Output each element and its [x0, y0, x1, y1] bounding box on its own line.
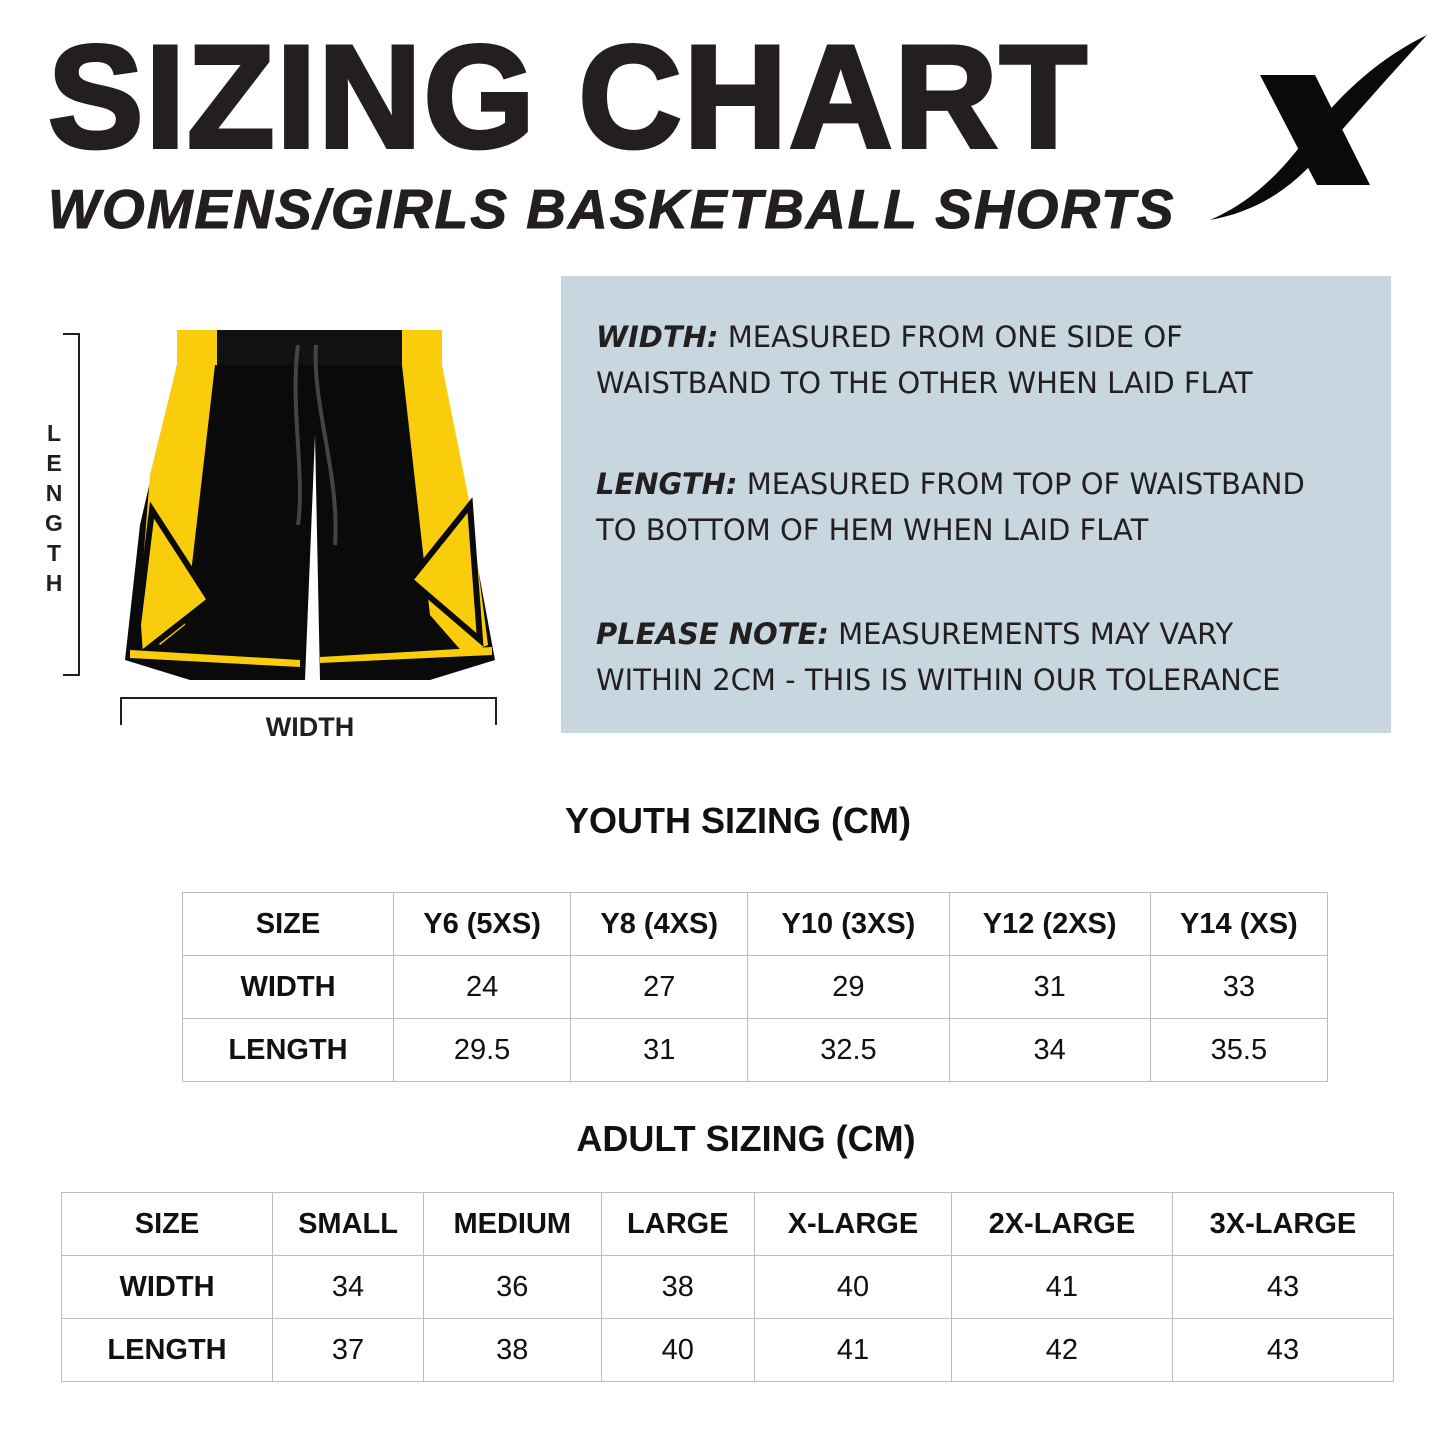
measurement-notes-panel: WIDTH: MEASURED FROM ONE SIDE OF WAISTBAN…: [561, 276, 1391, 733]
length-letter: H: [45, 570, 63, 596]
note-line: PLEASE NOTE: MEASUREMENTS MAY VARY: [596, 611, 1233, 657]
note-label: WIDTH:: [596, 320, 719, 354]
table-cell: 33: [1149, 955, 1329, 1019]
table-cell: 29: [747, 955, 950, 1019]
note-label: LENGTH:: [596, 467, 738, 501]
row-header: WIDTH: [182, 955, 394, 1019]
table-cell: 41: [950, 1255, 1173, 1319]
column-header: 3X-LARGE: [1171, 1192, 1395, 1256]
table-cell: 35.5: [1149, 1018, 1329, 1082]
length-letter: G: [45, 510, 63, 536]
width-bracket: [120, 697, 497, 725]
note-text: WITHIN 2CM - THIS IS WITHIN OUR TOLERANC…: [596, 663, 1281, 697]
table-cell: 42: [950, 1318, 1173, 1382]
table-row: SIZE SMALL MEDIUM LARGE X-LARGE 2X-LARGE 3X-LA…: [61, 1192, 1395, 1256]
column-header: Y10 (3XS): [747, 892, 950, 956]
table-cell: 43: [1171, 1318, 1395, 1382]
column-header: Y6 (5XS): [392, 892, 572, 956]
note-line: LENGTH: MEASURED FROM TOP OF WAISTBAND: [596, 461, 1305, 507]
column-header: Y14 (XS): [1149, 892, 1329, 956]
table-cell: 36: [423, 1255, 602, 1319]
note-label: PLEASE NOTE:: [596, 617, 829, 651]
column-header: 2X-LARGE: [950, 1192, 1173, 1256]
table-cell: 40: [754, 1255, 952, 1319]
table-cell: 31: [948, 955, 1151, 1019]
page-subtitle: WOMENS/GIRLS BASKETBALL SHORTS: [47, 178, 1176, 241]
length-bracket: [63, 333, 80, 676]
row-header: LENGTH: [182, 1018, 394, 1082]
column-header: SIZE: [182, 892, 394, 956]
table-row: SIZE Y6 (5XS) Y8 (4XS) Y10 (3XS) Y12 (2XS) Y1…: [182, 892, 1329, 956]
table-cell: 31: [570, 1018, 749, 1082]
adult-sizing-title: ADULT SIZING (CM): [576, 1118, 916, 1159]
table-cell: 38: [423, 1318, 602, 1382]
width-label: WIDTH: [265, 712, 355, 742]
length-letter: E: [46, 450, 62, 476]
adult-sizing-table: SIZE SMALL MEDIUM LARGE X-LARGE 2X-LARGE 3X-LA…: [61, 1192, 1395, 1382]
table-cell: 34: [948, 1018, 1151, 1082]
column-header: X-LARGE: [754, 1192, 952, 1256]
length-letter: L: [46, 420, 62, 446]
youth-sizing-table: SIZE Y6 (5XS) Y8 (4XS) Y10 (3XS) Y12 (2XS) Y1…: [182, 892, 1329, 1082]
row-header: WIDTH: [61, 1255, 273, 1319]
table-cell: 29.5: [392, 1018, 572, 1082]
table-cell: 32.5: [747, 1018, 950, 1082]
column-header: Y12 (2XS): [948, 892, 1151, 956]
brand-logo-x: [1210, 35, 1427, 220]
note-text: TO BOTTOM OF HEM WHEN LAID FLAT: [596, 513, 1149, 547]
row-header: LENGTH: [61, 1318, 273, 1382]
note-line: TO BOTTOM OF HEM WHEN LAID FLAT: [596, 507, 1148, 553]
note-text: MEASURED FROM TOP OF WAISTBAND: [746, 467, 1305, 501]
note-text: WAISTBAND TO THE OTHER WHEN LAID FLAT: [596, 366, 1253, 400]
note-line: WITHIN 2CM - THIS IS WITHIN OUR TOLERANC…: [596, 657, 1280, 703]
note-line: WIDTH: MEASURED FROM ONE SIDE OF: [596, 314, 1183, 360]
note-line: WAISTBAND TO THE OTHER WHEN LAID FLAT: [596, 360, 1253, 406]
table-cell: 27: [570, 955, 749, 1019]
length-letter: N: [45, 480, 63, 506]
table-cell: 38: [600, 1255, 756, 1319]
column-header: LARGE: [600, 1192, 756, 1256]
shorts-illustration: [125, 330, 495, 680]
table-cell: 40: [600, 1318, 756, 1382]
column-header: MEDIUM: [423, 1192, 602, 1256]
table-cell: 37: [271, 1318, 425, 1382]
note-text: MEASURED FROM ONE SIDE OF: [727, 320, 1183, 354]
note-text: MEASUREMENTS MAY VARY: [838, 617, 1234, 651]
table-row: WIDTH 34 36 38 40 41 43: [61, 1255, 1395, 1319]
table-row: LENGTH 37 38 40 41 42 43: [61, 1318, 1395, 1382]
column-header: SMALL: [271, 1192, 425, 1256]
column-header: SIZE: [61, 1192, 273, 1256]
table-cell: 24: [392, 955, 572, 1019]
column-header: Y8 (4XS): [570, 892, 749, 956]
table-row: LENGTH 29.5 31 32.5 34 35.5: [182, 1018, 1329, 1082]
table-cell: 43: [1171, 1255, 1395, 1319]
table-cell: 34: [271, 1255, 425, 1319]
page-title: SIZING CHART: [46, 15, 1089, 178]
youth-sizing-title: YOUTH SIZING (CM): [565, 800, 911, 841]
table-cell: 41: [754, 1318, 952, 1382]
length-letter: T: [46, 540, 62, 566]
table-row: WIDTH 24 27 29 31 33: [182, 955, 1329, 1019]
